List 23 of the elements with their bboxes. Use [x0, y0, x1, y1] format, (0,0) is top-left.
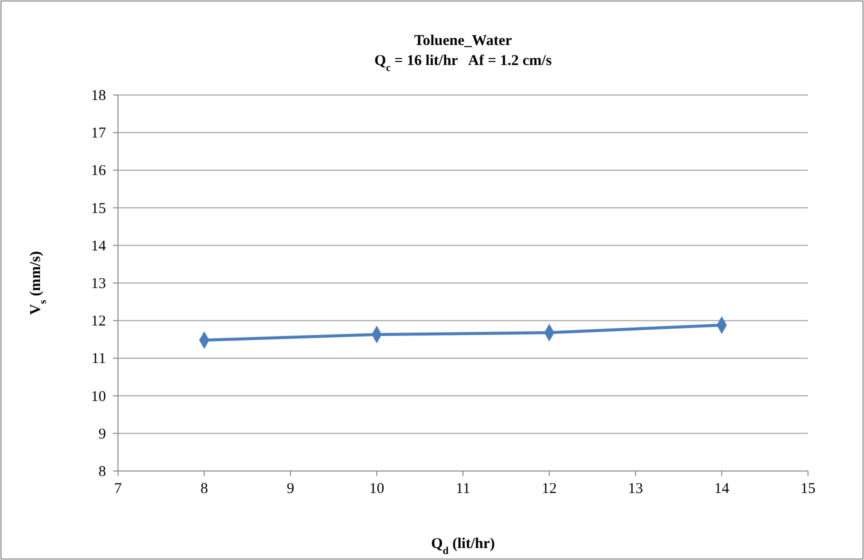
y-tick-label: 13 [91, 276, 106, 292]
x-tick-label: 13 [628, 481, 643, 497]
x-tick-label: 8 [200, 481, 208, 497]
x-tick-label: 11 [456, 481, 470, 497]
x-tick-label: 10 [369, 481, 384, 497]
y-tick-label: 17 [91, 126, 106, 142]
y-tick-label: 16 [91, 163, 106, 180]
chart-subtitle: Q$_{c}$ = 16 lit/hr Af = 1.2 cm/s [374, 53, 552, 74]
y-tick-label: 8 [98, 464, 106, 480]
x-axis-title: Q$_{d}$ (lit/hr) [431, 536, 495, 556]
y-tick-label: 10 [91, 388, 106, 405]
y-tick-label: 14 [91, 238, 106, 254]
x-tick-label: 9 [286, 481, 294, 497]
y-tick-label: 11 [92, 351, 106, 368]
y-tick-label: 18 [91, 88, 106, 104]
x-tick-label: 12 [542, 481, 557, 497]
x-tick-label: 14 [714, 481, 730, 497]
x-tick-label: 7 [114, 481, 122, 497]
chart-title: Toluene_Water [414, 33, 512, 49]
x-tick-label: 15 [800, 481, 816, 497]
y-tick-label: 15 [91, 200, 106, 217]
y-tick-label: 9 [98, 426, 106, 442]
y-tick-label: 12 [91, 314, 106, 330]
